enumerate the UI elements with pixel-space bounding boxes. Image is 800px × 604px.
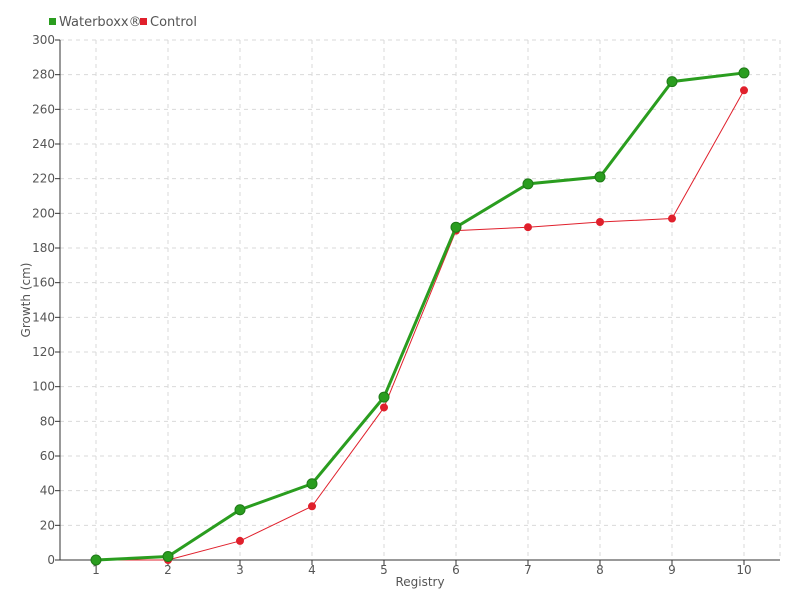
x-axis-title: Registry bbox=[395, 575, 444, 589]
y-tick-label: 0 bbox=[47, 553, 55, 567]
x-tick-label: 4 bbox=[308, 563, 316, 577]
y-tick-label: 160 bbox=[32, 276, 55, 290]
x-tick-label: 3 bbox=[236, 563, 244, 577]
data-point-control bbox=[740, 86, 748, 95]
legend-label-control: Control bbox=[150, 15, 197, 30]
data-point-control bbox=[524, 223, 532, 232]
series-control bbox=[92, 86, 748, 564]
y-tick-label: 140 bbox=[32, 310, 55, 324]
y-tick-label: 80 bbox=[40, 414, 55, 428]
data-point-control bbox=[668, 214, 676, 223]
data-point-control bbox=[236, 536, 244, 545]
legend-marker-waterboxx bbox=[49, 18, 56, 25]
x-tick-label: 6 bbox=[452, 563, 460, 577]
data-point-waterboxx bbox=[90, 554, 102, 566]
data-point-waterboxx bbox=[450, 221, 462, 233]
y-tick-label: 240 bbox=[32, 137, 55, 151]
legend-marker-control bbox=[140, 18, 147, 25]
data-point-control bbox=[596, 218, 604, 226]
y-tick-label: 220 bbox=[32, 172, 55, 186]
x-tick-label: 10 bbox=[736, 563, 751, 577]
y-axis-title: Growth (cm) bbox=[19, 263, 33, 338]
data-point-waterboxx bbox=[738, 67, 750, 79]
grid bbox=[60, 39, 781, 560]
series-line-control bbox=[96, 90, 745, 561]
x-tick-label: 5 bbox=[380, 563, 388, 577]
x-tick-label: 7 bbox=[524, 563, 532, 577]
legend-label-waterboxx: Waterboxx® bbox=[59, 15, 142, 30]
y-tick-label: 180 bbox=[32, 241, 55, 255]
y-tick-label: 100 bbox=[32, 380, 55, 394]
data-point-waterboxx bbox=[522, 178, 534, 190]
data-point-control bbox=[380, 403, 388, 412]
data-point-control bbox=[308, 502, 316, 511]
x-tick-label: 1 bbox=[92, 563, 100, 577]
y-tick-label: 20 bbox=[40, 518, 55, 532]
x-tick-label: 9 bbox=[668, 563, 676, 577]
series-line-waterboxx bbox=[95, 71, 745, 562]
y-tick-label: 280 bbox=[32, 68, 55, 82]
axes bbox=[55, 39, 780, 565]
y-tick-label: 200 bbox=[32, 206, 55, 220]
data-point-waterboxx bbox=[594, 171, 606, 183]
series-waterboxx bbox=[90, 67, 750, 566]
y-tick-label: 260 bbox=[32, 102, 55, 116]
data-point-waterboxx bbox=[378, 391, 390, 403]
series bbox=[90, 67, 750, 566]
y-tick-label: 300 bbox=[32, 33, 55, 47]
data-point-waterboxx bbox=[666, 76, 678, 88]
x-tick-label: 2 bbox=[164, 563, 172, 577]
legend: Waterboxx® Control bbox=[49, 15, 197, 30]
data-point-waterboxx bbox=[306, 478, 318, 490]
x-tick-label: 8 bbox=[596, 563, 604, 577]
data-point-waterboxx bbox=[234, 504, 246, 516]
y-tick-label: 60 bbox=[40, 449, 55, 463]
y-tick-label: 40 bbox=[40, 484, 55, 498]
data-point-waterboxx bbox=[162, 551, 174, 563]
tick-labels: 0 20 40 60 80 100 120 140 160 180 200 220 240 260 280 3… bbox=[32, 33, 752, 577]
y-tick-label: 120 bbox=[32, 345, 55, 359]
